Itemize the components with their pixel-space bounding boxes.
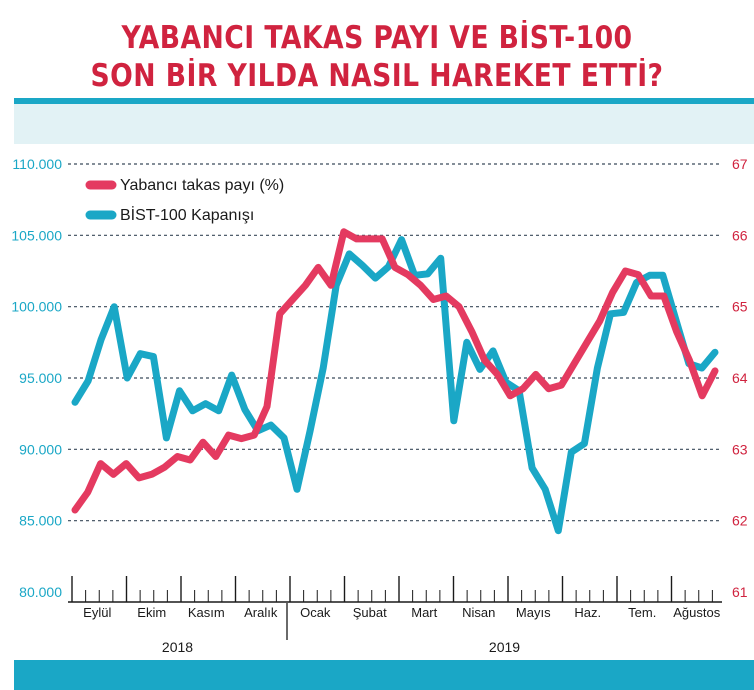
left-tick-label: 80.000 [19,584,62,600]
bist-100-line [71,236,719,535]
month-label: Mart [411,605,437,620]
left-tick-label: 95.000 [19,370,62,386]
month-label: Ekim [137,605,166,620]
right-tick-label: 62 [732,513,748,529]
month-label: Ocak [300,605,331,620]
left-tick-label: 90.000 [19,441,62,457]
left-tick-label: 100.000 [11,299,62,315]
legend: Yabancı takas payı (%) BİST-100 Kapanışı [85,177,284,224]
month-label: Tem. [628,605,656,620]
right-tick-label: 67 [732,156,748,172]
takas-payi-line [71,228,719,514]
left-tick-label: 105.000 [11,227,62,243]
legend-label-takas: Yabancı takas payı (%) [120,177,284,194]
month-label: Şubat [353,605,387,620]
chart-title-line-1: YABANCI TAKAS PAYI VE BİST-100 [121,20,633,56]
right-tick-label: 65 [732,299,748,315]
right-tick-label: 64 [732,370,748,386]
legend-label-bist: BİST-100 Kapanışı [120,205,254,224]
left-tick-label: 110.000 [12,156,62,172]
month-label: Haz. [574,605,601,620]
grid-lines [68,163,722,522]
month-label: Nisan [462,605,495,620]
left-axis-ticks: 110.000 105.000 100.000 95.000 90.000 85.000 8… [11,156,62,600]
right-tick-label: 61 [732,584,748,600]
top-accent-band [14,98,754,104]
right-tick-label: 66 [732,227,748,243]
right-axis-ticks: 67 66 65 64 63 62 61 [732,156,748,600]
series-lines [71,228,719,535]
year-label-2019: 2019 [489,639,520,655]
bottom-accent-band [14,660,754,690]
x-axis: Eylül Ekim Kasım Aralık Ocak Şubat Mart Nisan Ma… [68,576,722,655]
month-label: Kasım [188,605,225,620]
month-label: Mayıs [516,605,551,620]
top-light-band [14,104,754,144]
left-tick-label: 85.000 [19,513,62,529]
month-label: Ağustos [673,605,720,620]
month-label: Aralık [244,605,278,620]
right-tick-label: 63 [732,441,748,457]
month-label: Eylül [83,605,111,620]
chart-title-line-2: SON BİR YILDA NASIL HAREKET ETTİ? [90,58,664,94]
year-label-2018: 2018 [162,639,193,655]
